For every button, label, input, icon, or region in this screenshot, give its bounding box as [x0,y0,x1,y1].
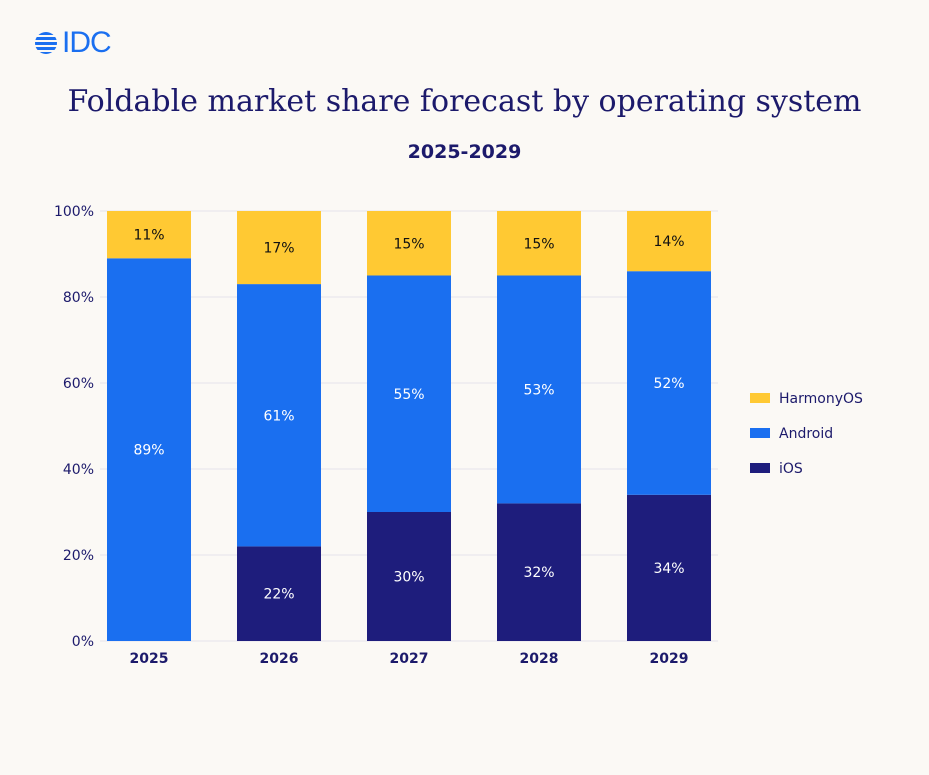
y-tick-label: 0% [72,634,94,650]
chart-title: Foldable market share forecast by operat… [67,84,862,119]
data-label: 17% [263,241,294,257]
legend-label: iOS [779,461,803,477]
y-tick-label: 100% [54,204,94,220]
bar-segment-android [107,258,191,641]
bar-segment-ios [497,503,581,641]
bar-segment-ios [627,494,711,641]
chart-subtitle: 2025-2029 [407,141,522,163]
data-label: 14% [653,234,684,250]
legend-swatch [750,463,770,473]
data-label: 15% [393,236,424,252]
data-label: 61% [263,408,294,424]
bar-segment-harmonyos [107,211,191,259]
y-tick-label: 60% [63,376,94,392]
data-label: 52% [653,376,684,392]
bar-segment-android [627,271,711,495]
bar-segment-harmonyos [497,211,581,276]
data-label: 55% [393,387,424,403]
bar-segment-ios [237,546,321,641]
x-tick-label: 2026 [260,651,299,667]
logo-text: IDC [62,26,112,59]
idc-logo: IDC [33,26,112,60]
bar-segment-android [497,275,581,504]
bar-segment-android [237,284,321,547]
bar-segment-harmonyos [237,211,321,285]
x-tick-label: 2028 [520,651,559,667]
bar-segment-ios [367,512,451,641]
y-tick-label: 80% [63,290,94,306]
data-label: 30% [393,570,424,586]
data-label: 32% [523,565,554,581]
data-label: 53% [523,382,554,398]
y-tick-label: 40% [63,462,94,478]
legend-swatch [750,428,770,438]
legend-label: Android [779,426,833,442]
x-tick-label: 2027 [390,651,429,667]
bar-segment-harmonyos [367,211,451,276]
x-tick-label: 2025 [130,651,169,667]
bar-segment-android [367,275,451,512]
bar-segment-harmonyos [627,211,711,272]
y-tick-label: 20% [63,548,94,564]
data-label: 11% [133,228,164,244]
data-label: 89% [133,443,164,459]
globe-icon [35,32,57,54]
data-label: 22% [263,587,294,603]
legend-label: HarmonyOS [779,391,863,407]
x-tick-label: 2029 [650,651,689,667]
legend-swatch [750,393,770,403]
data-label: 34% [653,561,684,577]
data-label: 15% [523,236,554,252]
